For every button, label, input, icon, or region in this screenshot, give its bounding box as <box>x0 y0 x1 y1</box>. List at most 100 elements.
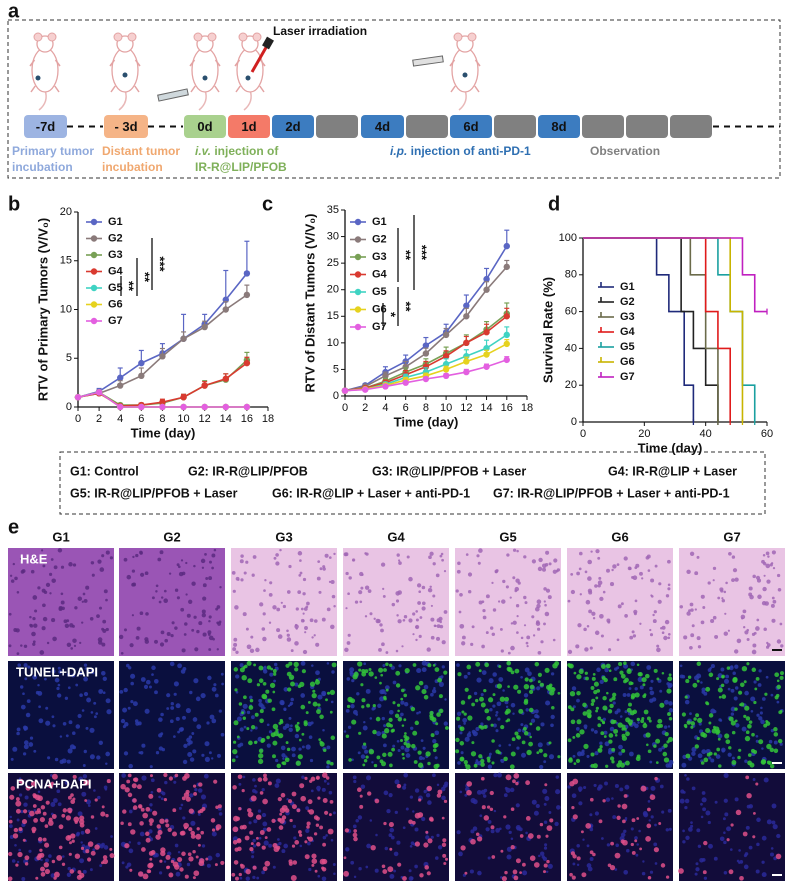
cell <box>397 710 400 713</box>
cell <box>198 844 201 847</box>
significance-label: ** <box>399 301 414 312</box>
cell <box>592 677 596 681</box>
cell <box>92 574 95 577</box>
cell <box>524 624 526 626</box>
cell <box>666 875 669 878</box>
cell <box>625 761 630 766</box>
cell <box>139 551 143 555</box>
cell <box>273 673 276 676</box>
cell <box>208 648 211 651</box>
cell <box>255 648 259 652</box>
cell <box>511 752 516 757</box>
cell <box>462 636 466 640</box>
cell <box>407 555 410 558</box>
cell <box>686 611 690 615</box>
cell <box>26 713 31 718</box>
cell <box>29 616 32 619</box>
cell <box>760 707 763 710</box>
cell <box>648 749 652 753</box>
cell <box>323 836 327 840</box>
mouse-tail <box>199 90 206 110</box>
cell <box>620 715 623 718</box>
cell <box>211 719 216 724</box>
cell <box>445 726 449 730</box>
cell <box>216 853 220 857</box>
cell <box>51 558 54 561</box>
cell <box>624 785 629 790</box>
cell <box>398 561 402 565</box>
cell <box>41 872 46 877</box>
cell <box>130 682 134 686</box>
cell <box>696 828 700 832</box>
cell <box>33 640 36 643</box>
cell <box>722 599 725 602</box>
cell <box>297 722 300 725</box>
cell <box>299 739 302 742</box>
cell <box>504 697 509 702</box>
cell <box>354 876 356 878</box>
cell <box>143 873 149 879</box>
cell <box>253 663 256 666</box>
cell <box>612 693 616 697</box>
cell <box>513 870 518 875</box>
cell <box>237 716 242 721</box>
cell <box>751 710 754 713</box>
cell <box>542 855 545 858</box>
group-description: G2: IR-R@LIP/PFOB <box>188 464 308 478</box>
cell <box>234 667 238 671</box>
cell <box>102 805 105 808</box>
cell <box>232 785 237 790</box>
cell <box>431 717 436 722</box>
cell <box>465 764 468 767</box>
cell <box>265 836 268 839</box>
mouse-icon <box>450 33 480 110</box>
cell <box>437 784 439 786</box>
cell <box>483 616 487 620</box>
cell <box>11 758 14 761</box>
cell <box>506 553 509 556</box>
cell <box>326 765 329 768</box>
cell <box>120 822 124 826</box>
cell <box>548 595 552 599</box>
cell <box>459 731 462 734</box>
cell <box>530 685 535 690</box>
cell <box>611 569 613 571</box>
cell <box>158 717 163 722</box>
cell <box>398 664 401 667</box>
cell <box>159 860 162 863</box>
cell <box>204 774 209 779</box>
x-tick-label: 4 <box>382 402 388 414</box>
data-point <box>138 373 144 379</box>
cell <box>758 739 763 744</box>
x-axis-title: Time (day) <box>131 425 196 440</box>
cell <box>297 590 301 594</box>
cell <box>144 685 148 689</box>
micrograph <box>455 773 561 882</box>
cell <box>266 736 270 740</box>
cell <box>128 774 132 778</box>
cell <box>414 760 418 764</box>
legend-label: G1 <box>372 216 387 228</box>
cell <box>583 711 588 716</box>
cell <box>130 643 134 647</box>
caption-prefix: i.v. <box>195 144 211 158</box>
cell <box>132 614 134 616</box>
cell <box>154 679 159 684</box>
mouse-ear <box>239 33 247 41</box>
cell <box>401 746 405 750</box>
cell <box>206 721 209 724</box>
cell <box>184 826 187 829</box>
cell <box>774 741 778 745</box>
cell <box>272 741 277 746</box>
cell <box>239 873 242 876</box>
cell <box>762 697 766 701</box>
cell <box>288 799 292 803</box>
cell <box>295 624 298 627</box>
cell <box>145 640 149 644</box>
cell <box>263 589 266 592</box>
cell <box>99 864 102 867</box>
cell <box>250 699 254 703</box>
cell <box>748 753 752 757</box>
cell <box>442 817 445 820</box>
cell <box>323 798 328 803</box>
